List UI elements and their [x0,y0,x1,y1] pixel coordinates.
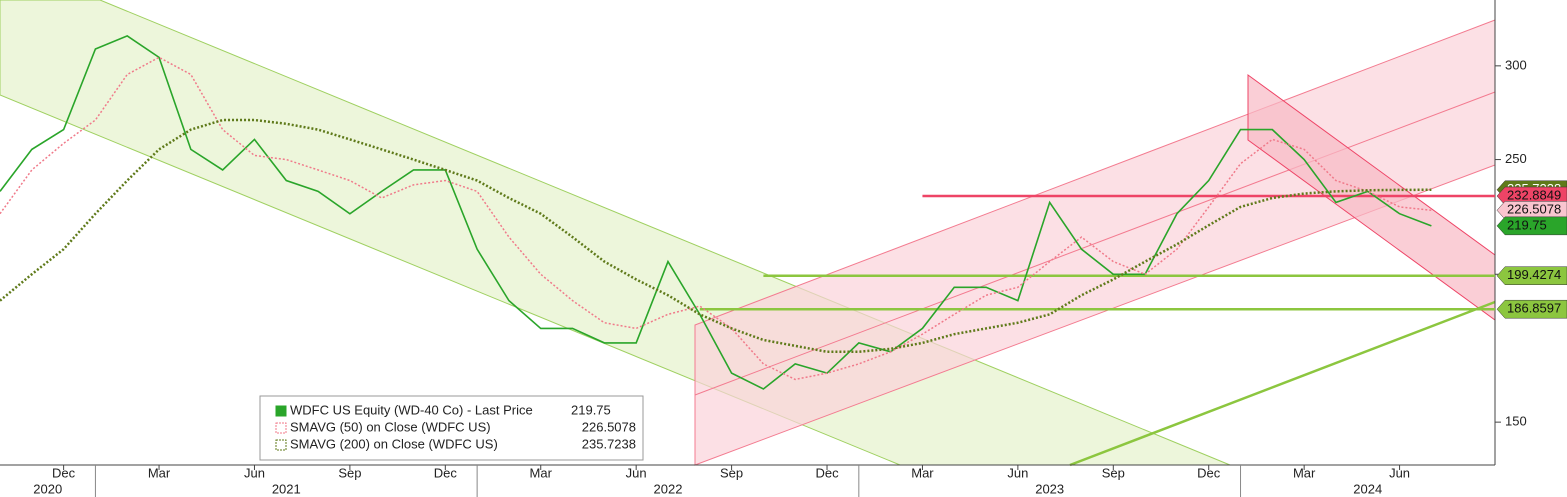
x-tick-label: Mar [530,465,553,480]
year-label: 2023 [1035,481,1064,496]
legend-label: SMAVG (200) on Close (WDFC US) [290,436,498,451]
axis-tag-label: 199.4274 [1507,267,1561,282]
x-tick-label: Mar [1293,465,1316,480]
legend-box [259,395,644,461]
legend-swatch [275,405,287,417]
x-tick-label: Sep [338,465,361,480]
y-tick-label: 250 [1505,151,1527,166]
legend-value: 226.5078 [582,419,636,434]
legend-value: 219.75 [571,402,611,417]
legend-value: 235.7238 [582,436,636,451]
price-line [0,34,1432,390]
year-label: 2021 [272,481,301,496]
x-tick-label: Sep [1102,465,1125,480]
year-label: 2022 [654,481,683,496]
x-tick-label: Dec [1197,465,1221,480]
rising-channel-mid [694,91,1496,396]
x-tick-label: Jun [244,465,265,480]
x-tick-label: Jun [1007,465,1028,480]
axis-tag-label: 219.75 [1507,217,1547,232]
x-tick-label: Jun [1389,465,1410,480]
x-tick-label: Mar [911,465,934,480]
legend: WDFC US Equity (WD-40 Co) - Last Price 21… [259,395,644,461]
year-label: 2024 [1353,481,1382,496]
axis-tag [1496,299,1567,319]
y-tick-label: 150 [1505,414,1527,429]
axis-tag [1496,201,1567,220]
x-tick-label: Jun [626,465,647,480]
axis-tag [1496,266,1567,285]
axis-tag-label: 232.8849 [1507,187,1561,202]
axis-tag [1496,216,1567,236]
x-tick-label: Dec [434,465,458,480]
x-tick-label: Sep [720,465,743,480]
x-tick-label: Dec [815,465,839,480]
x-tick-label: Dec [52,465,76,480]
axis-tag-label: 226.5078 [1507,202,1561,217]
legend-label: WDFC US Equity (WD-40 Co) - Last Price [290,402,533,417]
y-tick-label: 300 [1505,57,1527,72]
year-label: 2020 [33,481,62,496]
support-line [1069,300,1496,467]
axis-tag-label: 186.8597 [1507,301,1561,316]
rising-channel [694,19,1496,466]
legend-label: SMAVG (50) on Close (WDFC US) [290,419,491,434]
legend-swatch [275,422,287,434]
legend-swatch [275,439,287,451]
x-tick-label: Mar [148,465,171,480]
channels [0,0,1496,467]
